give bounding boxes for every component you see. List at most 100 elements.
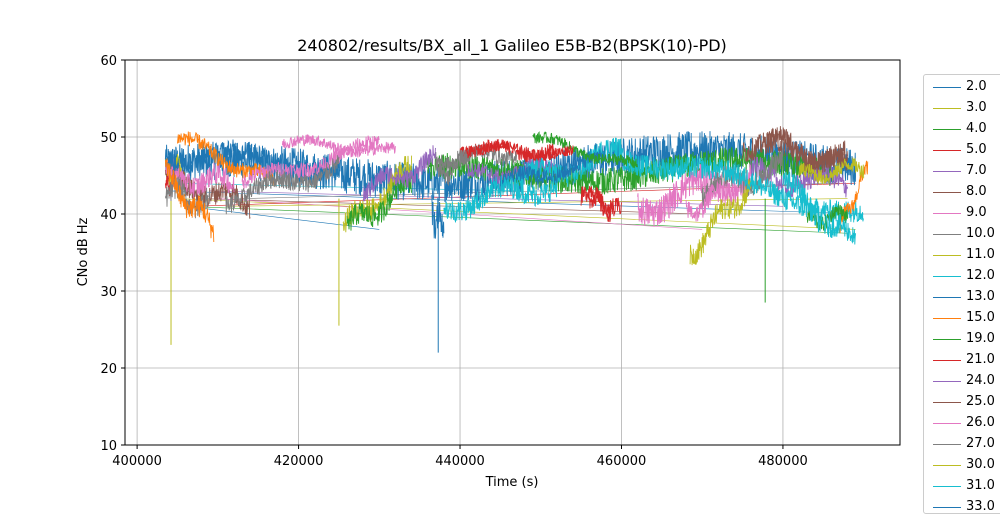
y-axis-label: CNo dB Hz <box>76 217 91 286</box>
legend-swatch <box>933 339 961 340</box>
series-27.0-line <box>225 155 340 215</box>
y-tick-label: 30 <box>100 285 117 300</box>
series-27.0-line <box>435 149 469 186</box>
axes <box>121 59 901 449</box>
series-21.0-line <box>580 186 622 223</box>
legend-item: 33.0 <box>924 497 1000 518</box>
legend: 2.0 3.0 4.0 5.0 7.0 8.0 9.0 10.0 11.0 12.0 13.0 15.… <box>923 74 1000 514</box>
connector-line <box>185 206 848 234</box>
legend-item: 7.0 <box>924 161 1000 182</box>
series-31.0-line <box>782 170 857 245</box>
series-11.0-line <box>689 179 752 266</box>
x-axis-label: Time (s) <box>485 475 539 490</box>
series-12.0-line <box>621 148 865 223</box>
legend-label: 5.0 <box>966 142 987 157</box>
series-8.0-line <box>742 130 848 174</box>
legend-item: 27.0 <box>924 434 1000 455</box>
legend-swatch <box>933 171 961 172</box>
chart: 240802/results/BX_all_1 Galileo E5B-B2(B… <box>76 36 901 490</box>
legend-label: 19.0 <box>966 331 995 346</box>
legend-label: 10.0 <box>966 226 995 241</box>
x-tick-label: 480000 <box>758 454 808 469</box>
axes-frame <box>124 59 901 446</box>
series-30.0-line <box>798 157 865 185</box>
legend-item: 24.0 <box>924 371 1000 392</box>
legend-label: 25.0 <box>966 394 995 409</box>
legend-swatch <box>933 276 961 277</box>
legend-item: 19.0 <box>924 329 1000 350</box>
y-tick-label: 50 <box>100 131 117 146</box>
legend-item: 4.0 <box>924 119 1000 140</box>
legend-swatch <box>933 87 961 88</box>
series-31.0-line <box>443 175 558 223</box>
y-tick-label: 20 <box>100 362 117 377</box>
connector-line <box>217 198 703 230</box>
connector-line <box>209 190 783 207</box>
legend-swatch <box>933 318 961 319</box>
legend-item: 5.0 <box>924 140 1000 161</box>
legend-swatch <box>933 129 961 130</box>
legend-item: 13.0 <box>924 287 1000 308</box>
legend-item: 11.0 <box>924 245 1000 266</box>
legend-item: 30.0 <box>924 455 1000 476</box>
chart-title: 240802/results/BX_all_1 Galileo E5B-B2(B… <box>297 36 727 56</box>
series-26.0-line <box>241 135 380 189</box>
x-tick-label: 400000 <box>112 454 162 469</box>
legend-swatch <box>933 402 961 403</box>
legend-item: 2.0 <box>924 77 1000 98</box>
legend-label: 4.0 <box>966 121 987 136</box>
x-tick-label: 420000 <box>274 454 324 469</box>
legend-swatch <box>933 234 961 235</box>
y-tick-label: 40 <box>100 208 117 223</box>
legend-swatch <box>933 297 961 298</box>
legend-label: 12.0 <box>966 268 995 283</box>
series-13.0-line <box>499 149 606 189</box>
legend-label: 3.0 <box>966 100 987 115</box>
series-25.0-line <box>766 126 848 171</box>
legend-swatch <box>933 507 961 508</box>
legend-label: 7.0 <box>966 163 987 178</box>
legend-item: 21.0 <box>924 350 1000 371</box>
legend-swatch <box>933 192 961 193</box>
legend-label: 15.0 <box>966 310 995 325</box>
series-9.0-line <box>281 134 396 158</box>
x-tick-label: 460000 <box>597 454 647 469</box>
series-24.0-line <box>362 145 437 202</box>
legend-swatch <box>933 213 961 214</box>
legend-swatch <box>933 255 961 256</box>
legend-swatch <box>933 465 961 466</box>
legend-label: 31.0 <box>966 478 995 493</box>
tick-labels: 400000 420000 440000 460000 480000 10 20 30 40 50… <box>100 54 807 469</box>
legend-label: 11.0 <box>966 247 995 262</box>
legend-swatch <box>933 381 961 382</box>
legend-label: 8.0 <box>966 184 987 199</box>
legend-label: 33.0 <box>966 499 995 514</box>
legend-item: 8.0 <box>924 182 1000 203</box>
series-15.0-line <box>177 131 275 187</box>
y-tick-label: 60 <box>100 54 117 69</box>
series-4.0-line <box>427 146 832 195</box>
legend-item: 26.0 <box>924 413 1000 434</box>
legend-label: 26.0 <box>966 415 995 430</box>
legend-swatch <box>933 108 961 109</box>
legend-label: 27.0 <box>966 436 995 451</box>
connector-line <box>177 198 856 230</box>
x-tick-label: 440000 <box>435 454 485 469</box>
legend-item: 9.0 <box>924 203 1000 224</box>
series-13.0-line <box>164 139 340 184</box>
series-26.0-line <box>685 179 735 222</box>
legend-item: 3.0 <box>924 98 1000 119</box>
legend-swatch <box>933 486 961 487</box>
legend-label: 9.0 <box>966 205 987 220</box>
legend-label: 30.0 <box>966 457 995 472</box>
series-15.0-line <box>164 158 215 243</box>
plot-area <box>164 126 869 353</box>
grid <box>125 59 900 446</box>
legend-label: 13.0 <box>966 289 995 304</box>
legend-label: 21.0 <box>966 352 995 367</box>
y-tick-label: 10 <box>100 439 117 454</box>
legend-item: 25.0 <box>924 392 1000 413</box>
series-21.0-line <box>459 140 574 162</box>
series-2.0-line <box>431 194 445 239</box>
legend-item: 15.0 <box>924 308 1000 329</box>
